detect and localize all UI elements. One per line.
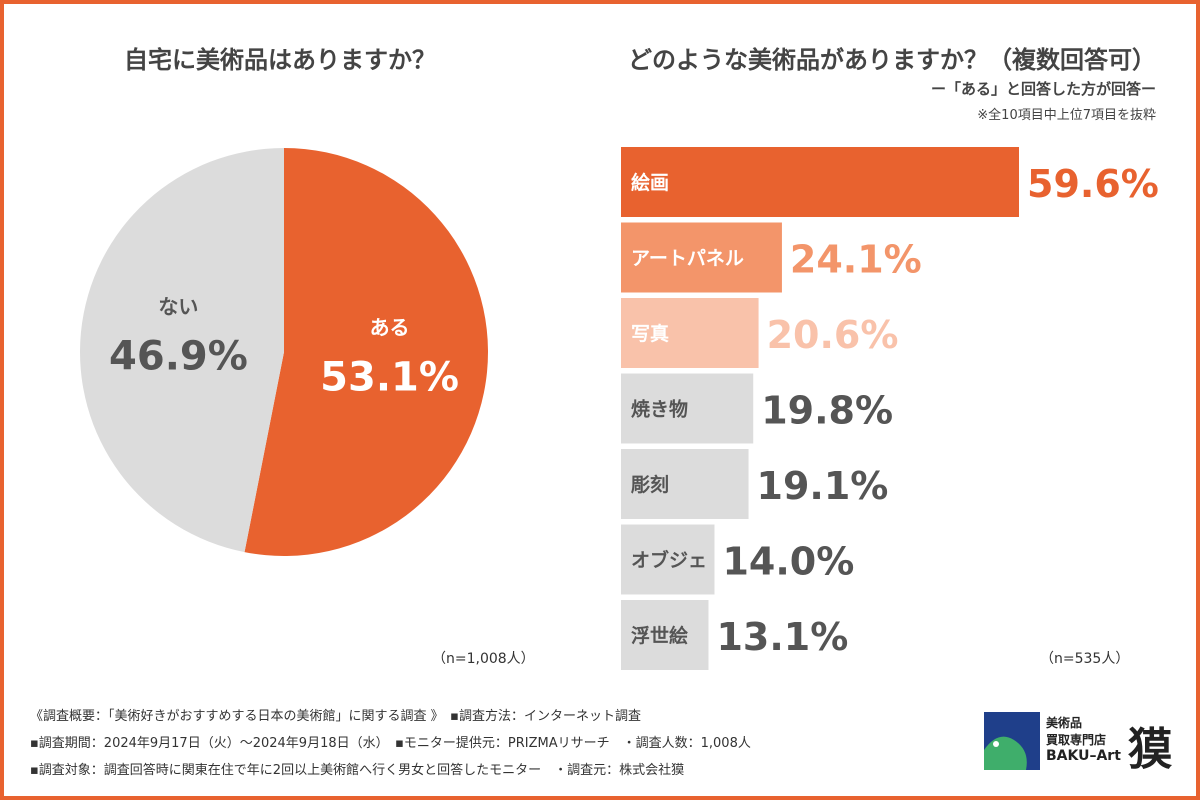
- bar-6: [621, 600, 709, 670]
- pie-slice-label-1: ない: [158, 295, 198, 319]
- pie-slice-1: [79, 148, 284, 553]
- bar-value-6: 13.1%: [716, 615, 848, 659]
- bar-0: [621, 147, 1019, 217]
- bar-chart-title: どのような美術品がありますか？（複数回答可）: [628, 46, 1156, 74]
- bar-label-3: 焼き物: [631, 398, 688, 421]
- logo-kanji: 獏: [1128, 724, 1172, 775]
- bar-value-2: 20.6%: [767, 313, 899, 357]
- bar-value-5: 14.0%: [722, 540, 854, 584]
- pie-chart-title: 自宅に美術品はありますか？: [124, 46, 436, 74]
- bar-value-0: 59.6%: [1027, 162, 1159, 206]
- bar-label-1: アートパネル: [631, 248, 744, 270]
- bar-5: [621, 524, 715, 595]
- pie-slice-value-1: 46.9%: [109, 334, 248, 380]
- bar-chart-subtitle: ー「ある」と回答した方が回答ー: [930, 80, 1156, 98]
- logo-text-2: 買取専門店: [1046, 733, 1107, 747]
- bar-sample-size: （n=535人）: [1040, 651, 1130, 667]
- baku-logo-icon: [984, 712, 1040, 770]
- pie-slice-0: [244, 148, 488, 556]
- bar-label-2: 写真: [631, 322, 669, 345]
- footer-line-3: ▪調査対象：調査回答時に関東在住で年に2回以上美術館へ行く男女と回答したモニター…: [30, 763, 685, 778]
- bar-label-0: 絵画: [631, 171, 669, 194]
- bar-1: [621, 222, 782, 293]
- pie-slice-value-0: 53.1%: [320, 354, 459, 400]
- bar-value-1: 24.1%: [790, 238, 922, 282]
- bar-label-5: オブジェ: [631, 549, 707, 572]
- logo-text-1: 美術品: [1046, 716, 1083, 730]
- pie-sample-size: （n=1,008人）: [432, 651, 535, 667]
- bar-2: [621, 298, 759, 368]
- bar-value-4: 19.1%: [757, 464, 889, 508]
- bar-label-6: 浮世絵: [631, 624, 688, 647]
- bar-3: [621, 373, 754, 444]
- bar-4: [621, 449, 749, 519]
- footer-line-1: 《調査概要：「美術好きがおすすめする日本の美術館」に関する調査 》 ▪調査方法：…: [30, 709, 641, 724]
- footer-line-2: ▪調査期間：2024年9月17日（火）～2024年9月18日（水） ▪モニター提…: [30, 736, 751, 751]
- bar-chart-note: ※全10項目中上位7項目を抜粋: [977, 108, 1156, 123]
- bar-value-3: 19.8%: [761, 389, 893, 433]
- logo-text-3: BAKU–Art: [1046, 748, 1121, 764]
- pie-slice-label-0: ある: [370, 315, 410, 339]
- bar-label-4: 彫刻: [630, 473, 669, 496]
